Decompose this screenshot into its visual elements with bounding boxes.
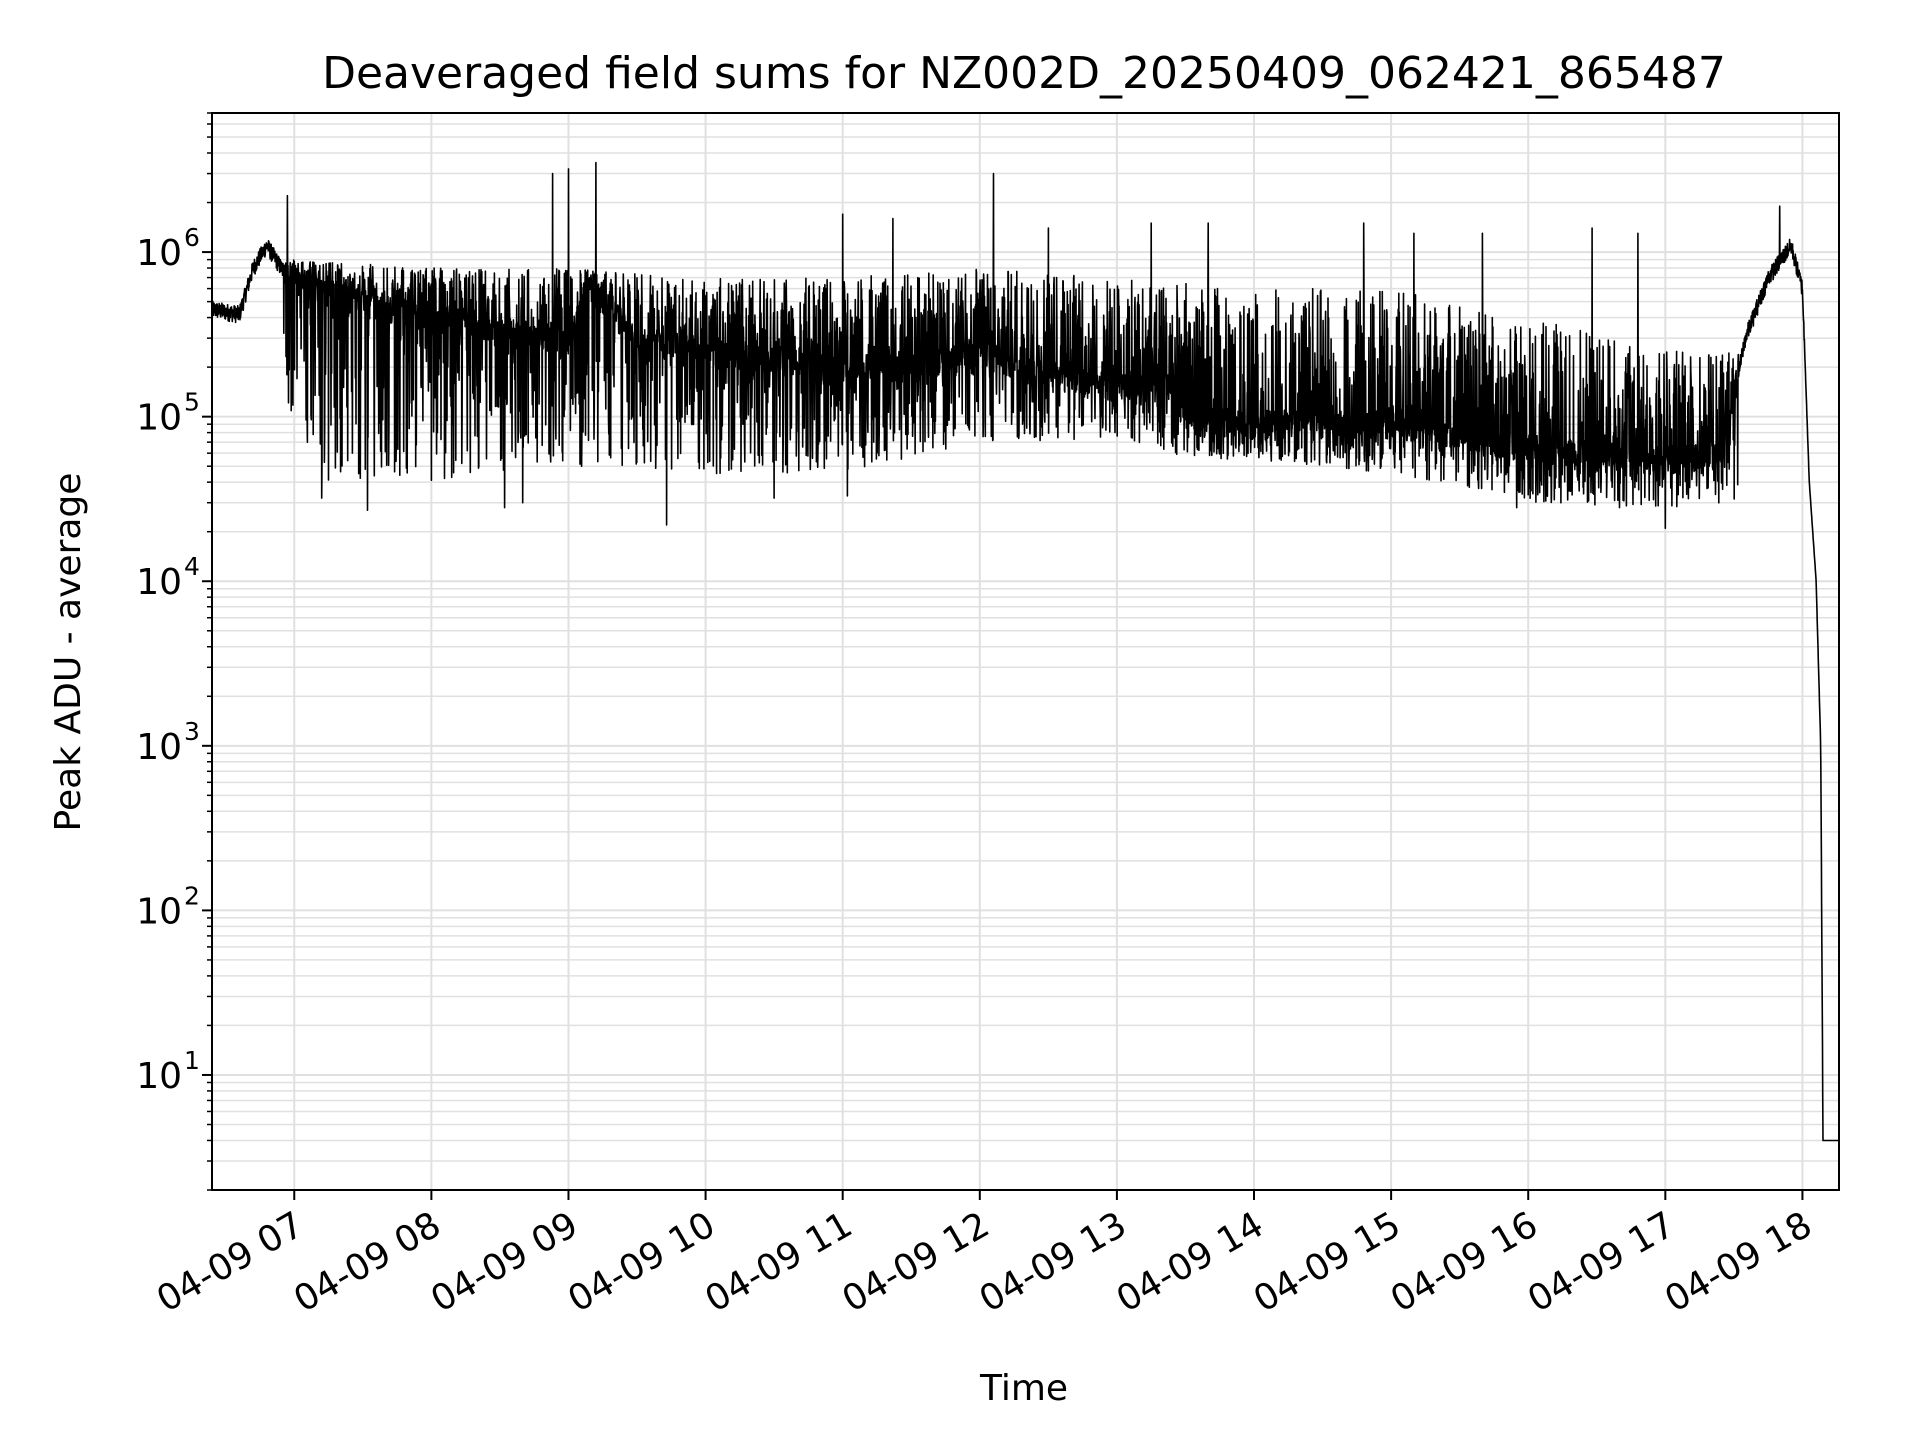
- y-tick-exponent: 3: [184, 717, 200, 746]
- series-line: [212, 161, 1839, 1142]
- y-tick-label: 10: [136, 891, 182, 932]
- series-group: [212, 161, 1839, 1142]
- plot-frame: [211, 112, 1840, 1191]
- y-tick-label: 10: [136, 562, 182, 603]
- y-axis-label: Peak ADU - average: [48, 473, 89, 832]
- y-tick-exponent: 1: [184, 1046, 200, 1075]
- chart-title: Deaveraged field sums for NZ002D_2025040…: [322, 48, 1726, 99]
- y-tick-label: 10: [136, 727, 182, 768]
- y-tick-exponent: 6: [184, 223, 200, 252]
- y-tick-exponent: 5: [184, 388, 200, 417]
- y-tick-label: 10: [136, 233, 182, 274]
- x-axis-label: Time: [979, 1368, 1068, 1409]
- y-tick-label: 10: [136, 398, 182, 439]
- y-tick-exponent: 4: [184, 552, 200, 581]
- y-tick-exponent: 2: [184, 881, 200, 910]
- y-tick-label: 10: [136, 1056, 182, 1097]
